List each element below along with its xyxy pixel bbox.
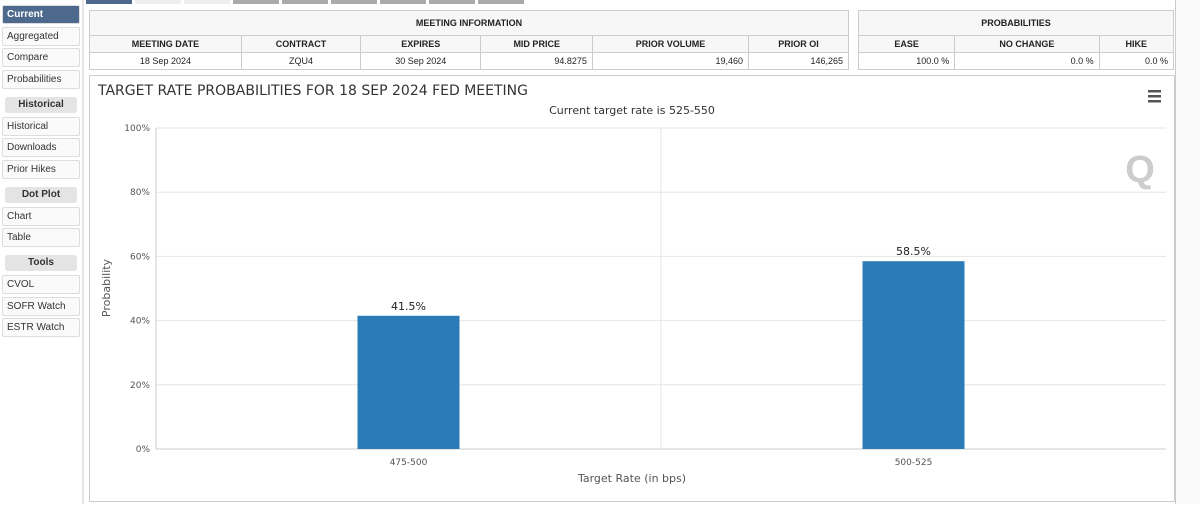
column-header: CONTRACT xyxy=(240,35,362,53)
sidebar-divider xyxy=(82,0,84,504)
menu-icon xyxy=(1148,95,1161,98)
tab[interactable] xyxy=(184,0,230,4)
y-tick-label: 40% xyxy=(130,317,150,327)
sidebar-item-historical[interactable]: Historical xyxy=(2,116,80,136)
bar xyxy=(862,261,965,449)
data-label: 58.5% xyxy=(896,245,931,258)
sidebar-item-sofr-watch[interactable]: SOFR Watch xyxy=(2,296,80,316)
bar xyxy=(357,315,460,449)
probabilities-table: PROBABILITIES EASE NO CHANGE HIKE 100.0 % 0.… xyxy=(857,10,1175,70)
tab[interactable] xyxy=(282,0,328,4)
sidebar-item-probabilities[interactable]: Probabilities xyxy=(2,69,80,89)
x-axis-label: Target Rate (in bps) xyxy=(577,472,686,485)
x-tick-label: 475-500 xyxy=(390,458,428,468)
chart-title: TARGET RATE PROBABILITIES FOR 18 SEP 202… xyxy=(97,83,528,99)
y-tick-label: 60% xyxy=(130,252,150,262)
sidebar-item-prior-hikes[interactable]: Prior Hikes xyxy=(2,159,80,179)
table-cell: 18 Sep 2024 xyxy=(89,52,242,70)
menu-icon xyxy=(1148,90,1161,93)
top-tabs xyxy=(86,0,524,4)
sidebar: Current Aggregated Compare Probabilities His… xyxy=(2,5,80,340)
sidebar-item-downloads[interactable]: Downloads xyxy=(2,138,80,157)
menu-icon xyxy=(1148,100,1161,103)
chart-container: TARGET RATE PROBABILITIES FOR 18 SEP 202… xyxy=(89,75,1175,502)
table-cell: ZQU4 xyxy=(240,52,362,70)
tab[interactable] xyxy=(86,0,132,4)
tab[interactable] xyxy=(233,0,279,4)
y-tick-label: 0% xyxy=(136,445,151,455)
table-cell: 146,265 xyxy=(748,52,849,70)
sidebar-section-header: Tools xyxy=(5,255,77,271)
sidebar-item-table[interactable]: Table xyxy=(2,228,80,247)
tab[interactable] xyxy=(135,0,181,4)
sidebar-section-header: Dot Plot xyxy=(5,186,77,203)
data-label: 41.5% xyxy=(391,300,426,313)
sidebar-item-chart[interactable]: Chart xyxy=(2,206,80,226)
sidebar-item-cvol[interactable]: CVOL xyxy=(2,275,80,294)
column-header: MID PRICE xyxy=(480,35,593,53)
column-header: NO CHANGE xyxy=(954,35,1100,53)
sidebar-item-current[interactable]: Current xyxy=(2,5,80,24)
tab[interactable] xyxy=(478,0,524,4)
logo-q-icon: Q xyxy=(1125,149,1155,191)
x-tick-label: 500-525 xyxy=(895,458,933,468)
column-header: PRIOR VOLUME xyxy=(591,35,750,53)
probabilities-title: PROBABILITIES xyxy=(858,10,1174,36)
sidebar-item-estr-watch[interactable]: ESTR Watch xyxy=(2,318,80,337)
scrollbar[interactable] xyxy=(1175,0,1200,504)
table-cell: 30 Sep 2024 xyxy=(360,52,482,70)
table-cell: 100.0 % xyxy=(857,52,956,70)
column-header: EXPIRES xyxy=(360,35,482,53)
column-header: MEETING DATE xyxy=(89,35,242,53)
meeting-info-table: MEETING INFORMATION MEETING DATE CONTRACT… xyxy=(89,10,849,70)
bar-chart: TARGET RATE PROBABILITIES FOR 18 SEP 202… xyxy=(97,83,1166,485)
table-cell: 94.8275 xyxy=(480,52,593,70)
y-tick-label: 80% xyxy=(130,188,150,198)
column-header: EASE xyxy=(857,35,956,53)
column-header: HIKE xyxy=(1098,35,1175,53)
y-tick-label: 100% xyxy=(124,124,150,134)
sidebar-item-compare[interactable]: Compare xyxy=(2,48,80,67)
meeting-info-title: MEETING INFORMATION xyxy=(89,10,849,36)
sidebar-item-aggregated[interactable]: Aggregated xyxy=(2,26,80,46)
column-header: PRIOR OI xyxy=(748,35,849,53)
table-cell: 19,460 xyxy=(591,52,750,70)
sidebar-section-header: Historical xyxy=(5,96,77,113)
y-tick-label: 20% xyxy=(130,381,150,391)
tab[interactable] xyxy=(331,0,377,4)
tab[interactable] xyxy=(380,0,426,4)
table-cell: 0.0 % xyxy=(1098,52,1175,70)
chart-subtitle: Current target rate is 525-550 xyxy=(549,104,715,117)
table-cell: 0.0 % xyxy=(954,52,1100,70)
tab[interactable] xyxy=(429,0,475,4)
y-axis-label: Probability xyxy=(100,258,113,317)
